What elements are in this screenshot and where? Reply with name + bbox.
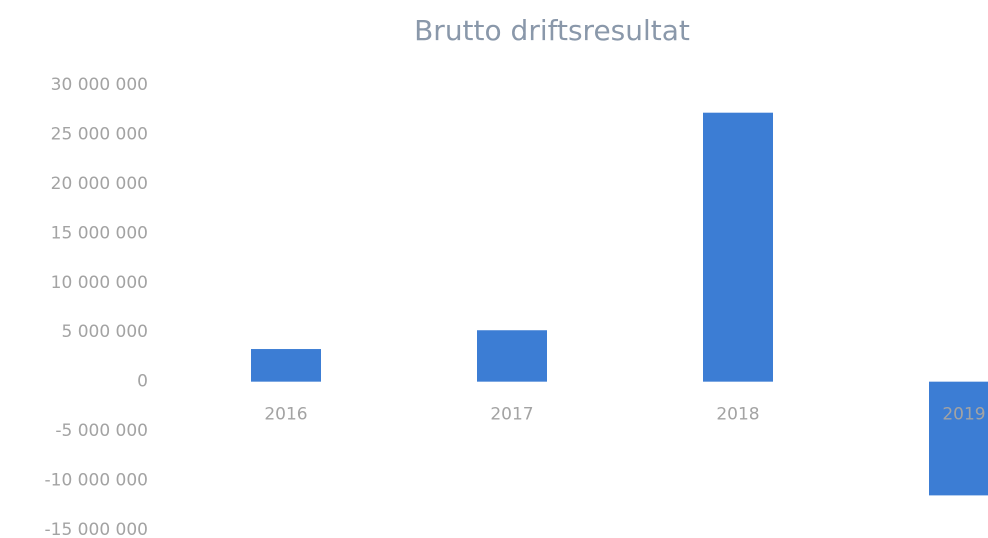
y-tick-label: 15 000 000 <box>51 223 148 243</box>
y-tick-label: -5 000 000 <box>55 421 148 441</box>
bar <box>477 330 547 382</box>
bar <box>703 112 773 382</box>
x-tick-label: 2018 <box>716 405 759 425</box>
y-tick-label: 20 000 000 <box>51 174 148 194</box>
y-tick-label: -15 000 000 <box>45 520 148 538</box>
y-tick-label: -10 000 000 <box>45 471 148 491</box>
x-tick-label: 2017 <box>490 405 533 425</box>
bar <box>251 349 321 382</box>
x-tick-label: 2019 <box>942 405 985 425</box>
y-tick-label: 30 000 000 <box>51 75 148 95</box>
y-tick-label: 10 000 000 <box>51 273 148 293</box>
bar <box>929 381 988 496</box>
y-tick-label: 0 <box>137 372 148 392</box>
x-tick-label: 2016 <box>264 405 307 425</box>
y-tick-label: 5 000 000 <box>61 322 148 342</box>
y-tick-label: 25 000 000 <box>51 124 148 144</box>
chart-title: Brutto driftsresultat <box>414 14 690 47</box>
